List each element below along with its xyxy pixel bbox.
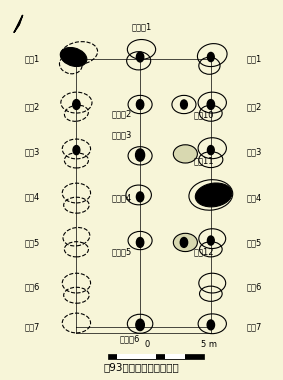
Text: 東柱3: 東柱3: [247, 147, 262, 157]
Text: 中央柱5: 中央柱5: [112, 247, 132, 256]
Ellipse shape: [173, 233, 198, 252]
Ellipse shape: [195, 183, 232, 207]
Circle shape: [136, 192, 144, 202]
Text: 間柱11: 間柱11: [194, 156, 214, 165]
Circle shape: [136, 149, 145, 161]
Bar: [117, 354, 156, 359]
Text: 東柱1: 東柱1: [247, 54, 262, 63]
Circle shape: [136, 100, 144, 109]
Polygon shape: [14, 15, 23, 32]
Ellipse shape: [60, 48, 87, 66]
Circle shape: [207, 52, 214, 62]
Circle shape: [136, 319, 144, 331]
Text: 中央柱2: 中央柱2: [112, 109, 132, 119]
Text: 中央柱1: 中央柱1: [131, 22, 152, 31]
Text: 東柱6: 東柱6: [247, 282, 262, 291]
Text: 西柱5: 西柱5: [25, 238, 40, 247]
Text: 0: 0: [145, 340, 150, 349]
Text: 中央柱4: 中央柱4: [112, 193, 132, 202]
Circle shape: [73, 146, 80, 155]
Circle shape: [207, 236, 214, 245]
Bar: [108, 354, 204, 359]
Text: 間柱12: 間柱12: [194, 247, 214, 256]
Bar: [165, 354, 185, 359]
Text: 東柱7: 東柱7: [247, 322, 262, 331]
Text: 5 m: 5 m: [201, 340, 217, 349]
Text: 西柱1: 西柱1: [25, 54, 40, 63]
Text: 西柱3: 西柱3: [25, 147, 40, 157]
Text: 西柱7: 西柱7: [25, 322, 40, 331]
Text: 西柱6: 西柱6: [25, 282, 40, 291]
Ellipse shape: [173, 145, 198, 163]
Circle shape: [136, 238, 144, 247]
Circle shape: [181, 100, 187, 109]
Text: 西柱2: 西柱2: [25, 103, 40, 112]
Text: 中央柱3: 中央柱3: [112, 130, 132, 139]
Text: 間柱10: 間柱10: [194, 110, 214, 119]
Text: 東柱5: 東柱5: [247, 238, 262, 247]
Circle shape: [136, 52, 144, 62]
Circle shape: [207, 146, 214, 155]
Circle shape: [73, 100, 80, 109]
Text: 東柱2: 東柱2: [247, 103, 262, 112]
Text: 東柱4: 東柱4: [247, 193, 262, 202]
Text: 第93次調査　大型建物跡: 第93次調査 大型建物跡: [104, 363, 179, 372]
Text: 中央柱6: 中央柱6: [120, 334, 140, 344]
Circle shape: [180, 238, 188, 247]
Circle shape: [207, 100, 215, 109]
Circle shape: [207, 320, 215, 330]
Text: 西柱4: 西柱4: [25, 192, 40, 201]
